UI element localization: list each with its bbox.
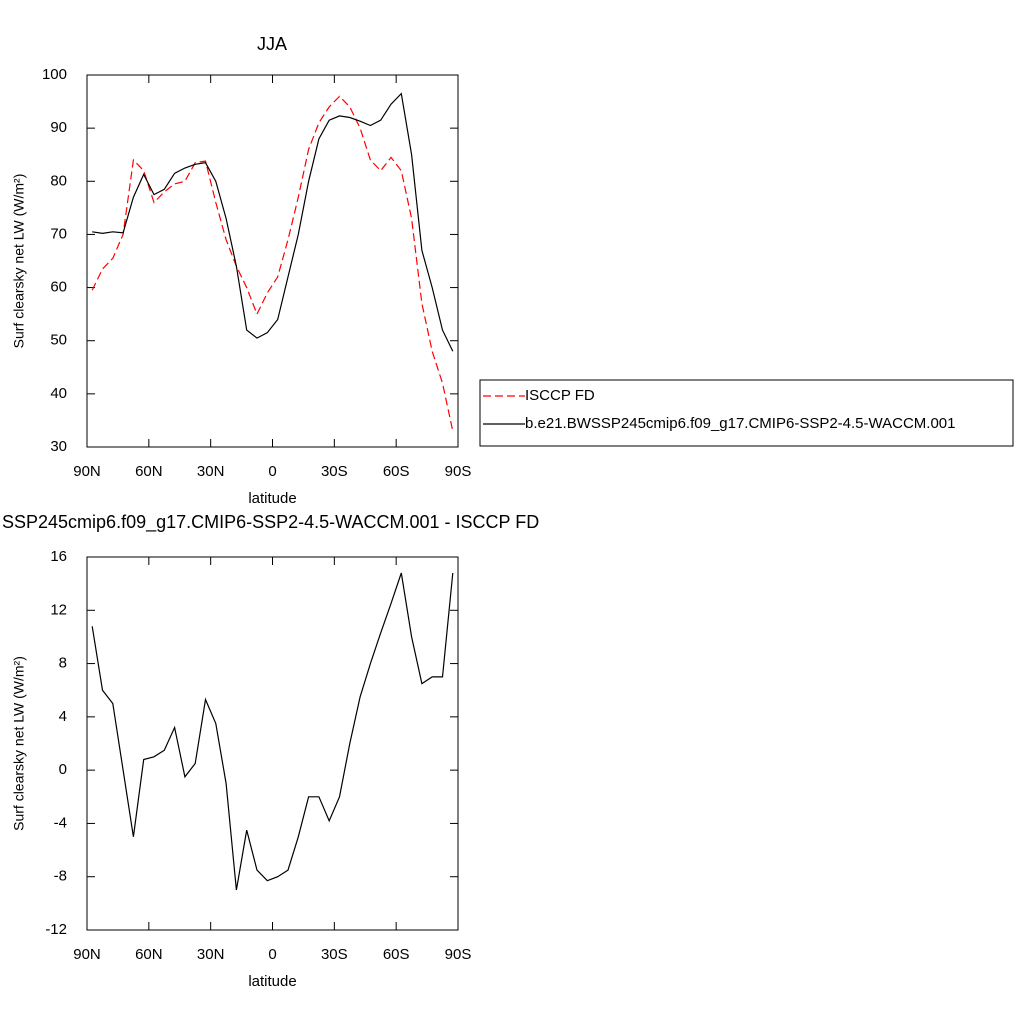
legend-frame — [479, 379, 1014, 447]
x-tick-label: 90N — [73, 463, 101, 480]
y-tick-label: 90 — [50, 119, 67, 136]
y-tick-label: 50 — [50, 332, 67, 349]
x-tick-label: 60S — [383, 463, 410, 480]
x-tick-label: 60S — [383, 946, 410, 963]
plot-frame — [86, 74, 459, 448]
plot-frame — [86, 556, 459, 931]
y-tick-label: 8 — [59, 655, 67, 672]
x-axis-label: latitude — [248, 490, 296, 507]
y-axis-label: Surf clearsky net LW (W/m²) — [11, 174, 27, 349]
legend-label: b.e21.BWSSP245cmip6.f09_g17.CMIP6-SSP2-4… — [525, 415, 955, 432]
x-tick-label: 90S — [445, 463, 472, 480]
y-tick-label: 12 — [50, 601, 67, 618]
y-axis-label: Surf clearsky net LW (W/m²) — [11, 656, 27, 831]
y-tick-label: 16 — [50, 548, 67, 565]
y-tick-label: 4 — [59, 708, 67, 725]
x-tick-label: 90N — [73, 946, 101, 963]
y-tick-label: 60 — [50, 279, 67, 296]
y-tick-label: -8 — [54, 868, 67, 885]
x-tick-label: 0 — [268, 946, 276, 963]
data-line — [91, 95, 454, 432]
x-tick-label: 60N — [135, 463, 163, 480]
data-line — [91, 572, 454, 891]
y-tick-label: 80 — [50, 172, 67, 189]
y-tick-label: 100 — [42, 66, 67, 83]
x-tick-label: 60N — [135, 946, 163, 963]
data-line — [92, 92, 454, 352]
y-tick-label: 70 — [50, 225, 67, 242]
y-tick-label: -12 — [45, 921, 67, 938]
x-tick-label: 30S — [321, 463, 348, 480]
chart-title: SSP245cmip6.f09_g17.CMIP6-SSP2-4.5-WACCM… — [2, 512, 539, 533]
y-tick-label: 40 — [50, 385, 67, 402]
y-tick-label: -4 — [54, 814, 67, 831]
x-tick-label: 90S — [445, 946, 472, 963]
x-tick-label: 30S — [321, 946, 348, 963]
x-tick-label: 30N — [197, 946, 225, 963]
y-tick-label: 30 — [50, 438, 67, 455]
x-axis-label: latitude — [248, 973, 296, 990]
chart-title: JJA — [257, 34, 287, 54]
legend-label: ISCCP FD — [525, 387, 595, 404]
x-tick-label: 0 — [268, 463, 276, 480]
x-tick-label: 30N — [197, 463, 225, 480]
y-tick-label: 0 — [59, 761, 67, 778]
